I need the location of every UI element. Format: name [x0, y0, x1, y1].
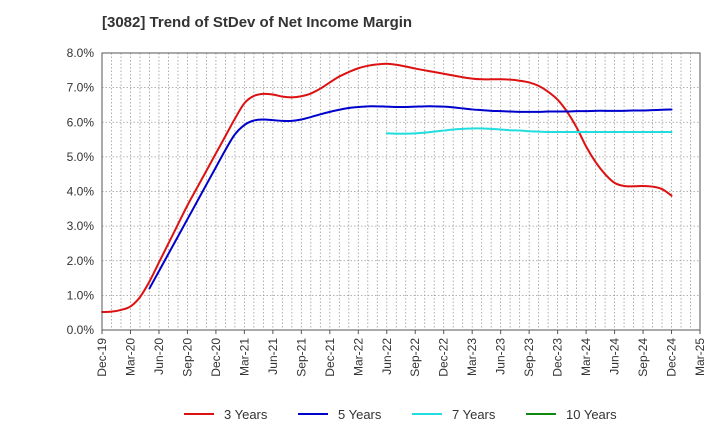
y-tick-label: 1.0% [67, 288, 95, 302]
x-tick-label: Jun-21 [266, 338, 280, 375]
legend-label-7-years: 7 Years [452, 407, 496, 422]
x-tick-label: Dec-20 [209, 338, 223, 377]
series-line-7-years [385, 127, 673, 135]
x-tick-label: Sep-21 [294, 338, 308, 377]
y-tick-label: 8.0% [67, 46, 95, 60]
x-tick-label: Mar-22 [351, 338, 365, 376]
y-tick-label: 3.0% [67, 219, 95, 233]
x-tick-label: Dec-23 [551, 338, 565, 377]
x-tick-label: Mar-20 [123, 338, 137, 376]
x-axis-ticks: Dec-19 Mar-20 Jun-20 Sep-20 Dec-20 Mar-21 Jun-… [95, 330, 707, 377]
legend: 3 Years 5 Years 7 Years 10 Years [184, 407, 617, 422]
x-tick-label: Mar-24 [579, 338, 593, 376]
x-tick-label: Jun-22 [380, 338, 394, 375]
y-axis-ticks: 0.0% 1.0% 2.0% 3.0% 4.0% 5.0% 6.0% 7.0% 8.0% [67, 46, 95, 337]
x-tick-label: Mar-25 [693, 338, 707, 376]
x-tick-label: Dec-21 [323, 338, 337, 377]
x-tick-label: Dec-24 [665, 338, 679, 377]
plot-frame [101, 52, 701, 331]
series-line-3-years [101, 62, 673, 313]
x-tick-label: Mar-21 [237, 338, 251, 376]
chart-title: [3082] Trend of StDev of Net Income Marg… [102, 14, 413, 31]
x-tick-label: Jun-20 [152, 338, 166, 375]
legend-label-3-years: 3 Years [224, 407, 268, 422]
x-tick-label: Mar-23 [465, 338, 479, 376]
x-tick-label: Sep-20 [180, 338, 194, 377]
x-tick-label: Dec-22 [437, 338, 451, 377]
legend-label-10-years: 10 Years [566, 407, 617, 422]
x-tick-label: Jun-23 [494, 338, 508, 375]
x-tick-label: Dec-19 [95, 338, 109, 377]
y-tick-label: 5.0% [67, 150, 95, 164]
grid [102, 53, 700, 330]
y-tick-label: 0.0% [67, 323, 95, 337]
x-tick-label: Sep-22 [408, 338, 422, 377]
y-tick-label: 7.0% [67, 81, 95, 95]
x-tick-label: Jun-24 [608, 338, 622, 375]
x-tick-label: Sep-23 [522, 338, 536, 377]
y-tick-label: 4.0% [67, 185, 95, 199]
x-tick-label: Sep-24 [636, 338, 650, 377]
y-tick-label: 2.0% [67, 254, 95, 268]
series-lines [101, 62, 673, 313]
legend-label-5-years: 5 Years [338, 407, 382, 422]
y-tick-label: 6.0% [67, 115, 95, 129]
series-line-5-years [148, 105, 673, 290]
